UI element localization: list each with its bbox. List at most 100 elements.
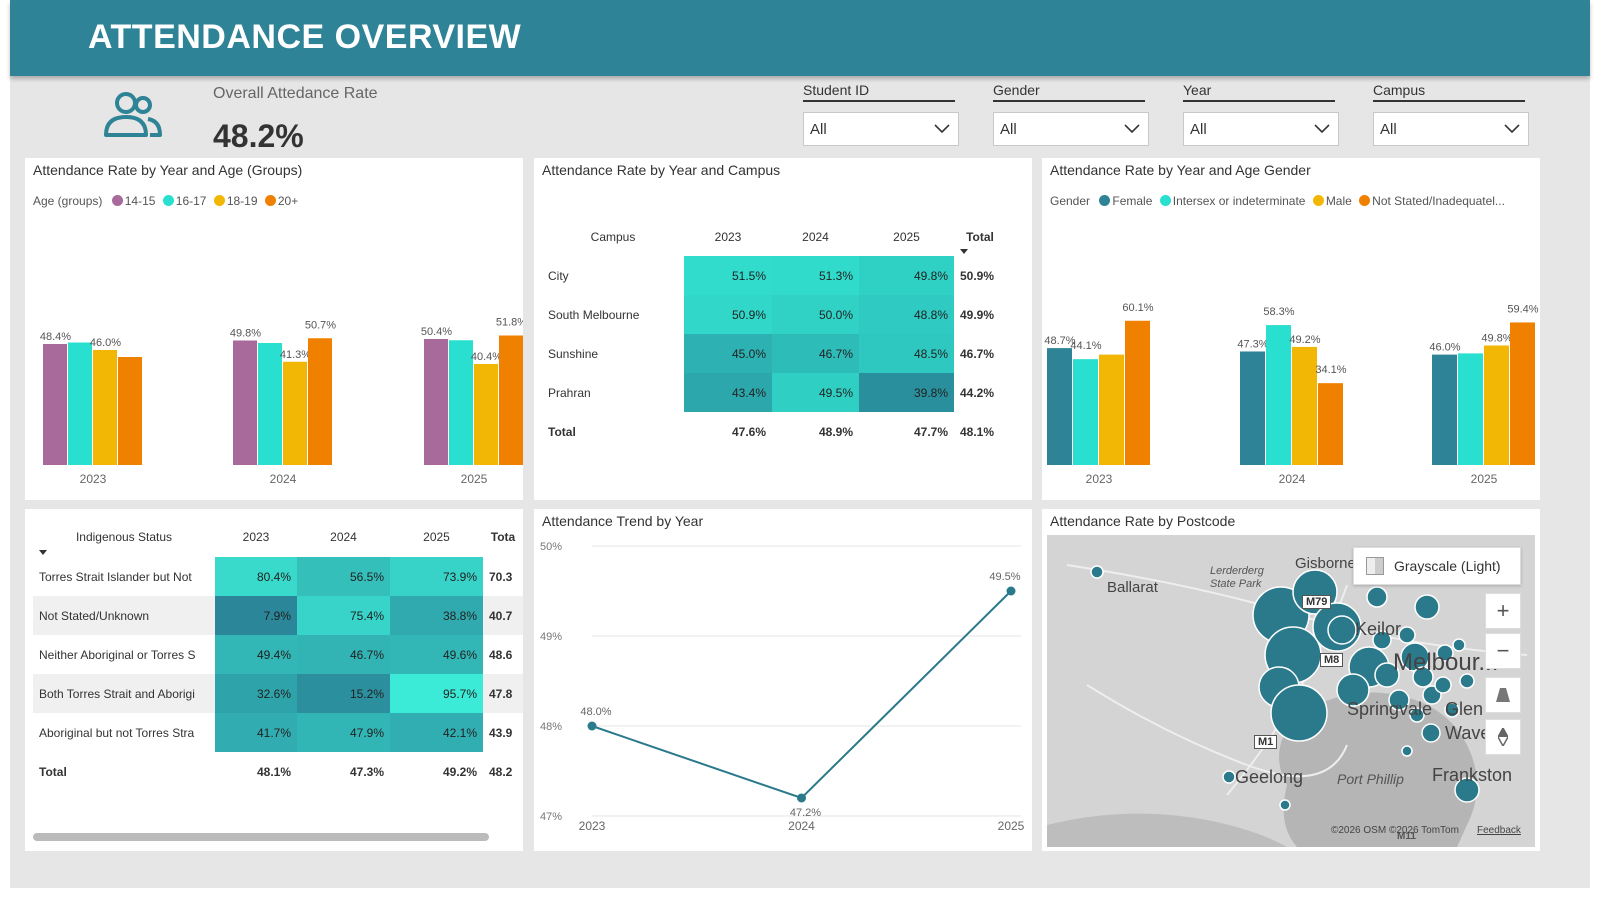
gender-chart-panel[interactable]: Attendance Rate by Year and Age Gender G…	[1042, 158, 1540, 500]
matrix-row[interactable]: Both Torres Strait and Aborigi 32.6% 15.2%…	[33, 674, 523, 713]
student-id-dropdown[interactable]: All	[803, 112, 959, 146]
column-header[interactable]: 2024	[802, 230, 829, 244]
legend-item[interactable]: Male	[1312, 194, 1352, 208]
postcode-bubble	[1412, 666, 1434, 688]
indigenous-matrix: Indigenous Status 2023 2024 2025 Tota To…	[33, 517, 523, 791]
postcode-bubble	[1401, 745, 1413, 757]
matrix-cell[interactable]: 75.4%	[297, 596, 390, 635]
matrix-row[interactable]: Not Stated/Unknown 7.9% 75.4% 38.8% 40.7	[33, 596, 523, 635]
indigenous-matrix-panel[interactable]: Indigenous Status 2023 2024 2025 Tota To…	[25, 509, 523, 851]
trend-chart-panel[interactable]: Attendance Trend by Year 50% 49% 48% 47% 48.…	[534, 509, 1032, 851]
legend-item[interactable]: 20+	[264, 194, 298, 208]
x-tick-label: 2024	[788, 819, 815, 833]
map-style-picker[interactable]: Grayscale (Light)	[1353, 547, 1521, 585]
matrix-cell[interactable]: 7.9%	[215, 596, 297, 635]
matrix-row[interactable]: Prahran 43.4% 49.5% 39.8% 44.2%	[542, 373, 1006, 412]
year-dropdown[interactable]: All	[1183, 112, 1339, 146]
matrix-cell[interactable]: 41.7%	[215, 713, 297, 752]
column-header[interactable]: Indigenous Status	[33, 517, 215, 557]
legend-swatch	[1359, 195, 1371, 206]
matrix-cell[interactable]: 56.5%	[297, 557, 390, 596]
legend-label: 18-19	[226, 194, 258, 208]
matrix-row[interactable]: Torres Strait Islander but Not 80.4% 56.5%…	[33, 557, 523, 596]
x-tick-label: 2025	[461, 472, 488, 486]
zoom-out-button[interactable]: −	[1485, 633, 1521, 669]
place-label: Lerderderg State Park	[1210, 565, 1264, 590]
slicer-label: Campus	[1373, 82, 1525, 102]
legend-item[interactable]: Intersex or indeterminate	[1159, 194, 1305, 208]
bar	[1047, 348, 1072, 465]
matrix-row[interactable]: Neither Aboriginal or Torres S 49.4% 46.7%…	[33, 635, 523, 674]
legend-label: Male	[1325, 194, 1352, 208]
compass-button[interactable]	[1485, 719, 1521, 755]
column-header[interactable]: 2025	[423, 530, 450, 544]
total-cell: 47.6%	[731, 424, 766, 439]
legend-item[interactable]: Not Stated/Inadequatel...	[1359, 194, 1505, 208]
bar	[1318, 383, 1343, 465]
matrix-cell[interactable]: 51.3%	[772, 256, 859, 295]
age-group-chart-panel[interactable]: Attendance Rate by Year and Age (Groups)…	[25, 158, 523, 500]
data-label: 49.2%	[1289, 334, 1320, 346]
matrix-cell[interactable]: 46.7%	[772, 334, 859, 373]
postcode-map-panel[interactable]: Attendance Rate by Postcode M79 M8 M1 M1…	[1042, 509, 1540, 851]
zoom-in-button[interactable]: +	[1485, 593, 1521, 629]
gender-dropdown[interactable]: All	[993, 112, 1149, 146]
matrix-cell[interactable]: 49.6%	[390, 635, 483, 674]
chevron-down-icon	[934, 124, 950, 134]
campus-matrix-panel[interactable]: Attendance Rate by Year and Campus Campu…	[534, 158, 1032, 500]
matrix-row[interactable]: Aboriginal but not Torres Stra 41.7% 47.9%…	[33, 713, 523, 752]
column-header[interactable]: 2024	[330, 530, 357, 544]
matrix-cell[interactable]: 80.4%	[215, 557, 297, 596]
data-label: 44.1%	[1070, 340, 1101, 352]
bar	[233, 340, 257, 465]
postcode-bubble	[1414, 594, 1440, 620]
matrix-cell[interactable]: 73.9%	[390, 557, 483, 596]
row-label: Not Stated/Unknown	[39, 608, 150, 623]
legend-item[interactable]: Female	[1099, 194, 1152, 208]
map-canvas[interactable]: M79 M8 M1 M11 Ballarat Lerderderg State …	[1047, 535, 1535, 847]
column-header-total[interactable]: Tota	[490, 530, 516, 544]
map-feedback-link[interactable]: Feedback	[1477, 825, 1521, 836]
matrix-cell[interactable]: 48.5%	[859, 334, 954, 373]
matrix-cell[interactable]: 49.5%	[772, 373, 859, 412]
matrix-cell[interactable]: 48.8%	[859, 295, 954, 334]
legend-item[interactable]: 14-15	[111, 194, 155, 208]
matrix-cell[interactable]: 45.0%	[684, 334, 772, 373]
matrix-cell[interactable]: 42.1%	[390, 713, 483, 752]
matrix-cell[interactable]: 38.8%	[390, 596, 483, 635]
matrix-cell[interactable]: 50.9%	[684, 295, 772, 334]
matrix-cell[interactable]: 47.9%	[297, 713, 390, 752]
matrix-cell[interactable]: 43.4%	[684, 373, 772, 412]
matrix-cell[interactable]: 95.7%	[390, 674, 483, 713]
column-header[interactable]: Campus	[590, 230, 636, 244]
total-label: Total	[548, 424, 576, 439]
horizontal-scrollbar[interactable]	[33, 833, 489, 841]
legend-item[interactable]: 16-17	[162, 194, 206, 208]
column-header[interactable]: 2025	[893, 230, 920, 244]
matrix-cell[interactable]: 49.8%	[859, 256, 954, 295]
legend-item[interactable]: 18-19	[213, 194, 258, 208]
matrix-cell[interactable]: 15.2%	[297, 674, 390, 713]
matrix-cell[interactable]: 46.7%	[297, 635, 390, 674]
matrix-cell[interactable]: 39.8%	[859, 373, 954, 412]
matrix-cell[interactable]: 51.5%	[684, 256, 772, 295]
column-header[interactable]: 2023	[242, 530, 270, 544]
matrix-cell[interactable]: 50.0%	[772, 295, 859, 334]
matrix-row[interactable]: City 51.5% 51.3% 49.8% 50.9%	[542, 256, 1006, 295]
campus-dropdown[interactable]: All	[1373, 112, 1529, 146]
column-header-total[interactable]: Total	[954, 218, 1006, 256]
postcode-bubble	[1398, 626, 1416, 644]
row-label: Torres Strait Islander but Not	[39, 569, 192, 584]
road-shield: M8	[1320, 653, 1344, 667]
column-header[interactable]: 2023	[714, 230, 742, 244]
place-label: Wave	[1445, 723, 1491, 743]
data-label: 46.0%	[1429, 342, 1460, 354]
matrix-cell[interactable]: 32.6%	[215, 674, 297, 713]
matrix-row[interactable]: Sunshine 45.0% 46.7% 48.5% 46.7%	[542, 334, 1006, 373]
matrix-cell[interactable]: 49.4%	[215, 635, 297, 674]
tilt-button[interactable]	[1485, 677, 1521, 713]
slicer-value: All	[1190, 121, 1207, 138]
matrix-row[interactable]: South Melbourne 50.9% 50.0% 48.8% 49.9%	[542, 295, 1006, 334]
slicer-label: Gender	[993, 82, 1145, 102]
total-label: Total	[39, 764, 67, 779]
